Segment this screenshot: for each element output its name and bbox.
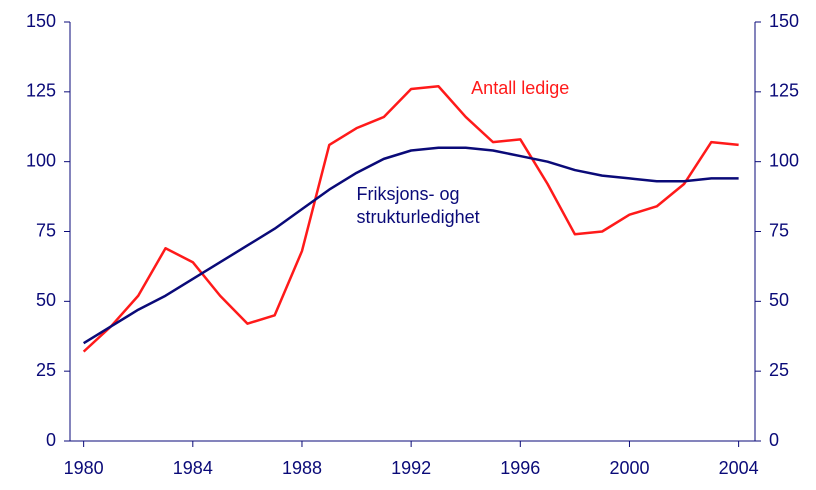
y-tick-label: 25: [36, 360, 56, 380]
y-tick-label: 75: [36, 220, 56, 240]
y2-tick-label: 50: [769, 290, 789, 310]
y2-tick-label: 125: [769, 81, 799, 101]
y-tick-label: 125: [26, 81, 56, 101]
annotation: Friksjons- og: [357, 184, 460, 204]
x-tick-label: 1988: [282, 458, 322, 478]
y-tick-label: 100: [26, 150, 56, 170]
x-tick-label: 1980: [64, 458, 104, 478]
x-tick-label: 2000: [609, 458, 649, 478]
x-tick-label: 1992: [391, 458, 431, 478]
x-tick-label: 2004: [719, 458, 759, 478]
series-line: [82, 146, 739, 345]
y2-tick-label: 0: [769, 430, 779, 450]
y-tick-label: 150: [26, 11, 56, 31]
annotation: strukturledighet: [357, 207, 480, 227]
y2-tick-label: 25: [769, 360, 789, 380]
annotation: Antall ledige: [471, 78, 569, 98]
x-tick-label: 1996: [500, 458, 540, 478]
y2-tick-label: 75: [769, 220, 789, 240]
y2-tick-label: 150: [769, 11, 799, 31]
series-line: [82, 84, 739, 353]
y-tick-label: 50: [36, 290, 56, 310]
x-tick-label: 1984: [173, 458, 213, 478]
y2-tick-label: 100: [769, 150, 799, 170]
y-tick-label: 0: [46, 430, 56, 450]
